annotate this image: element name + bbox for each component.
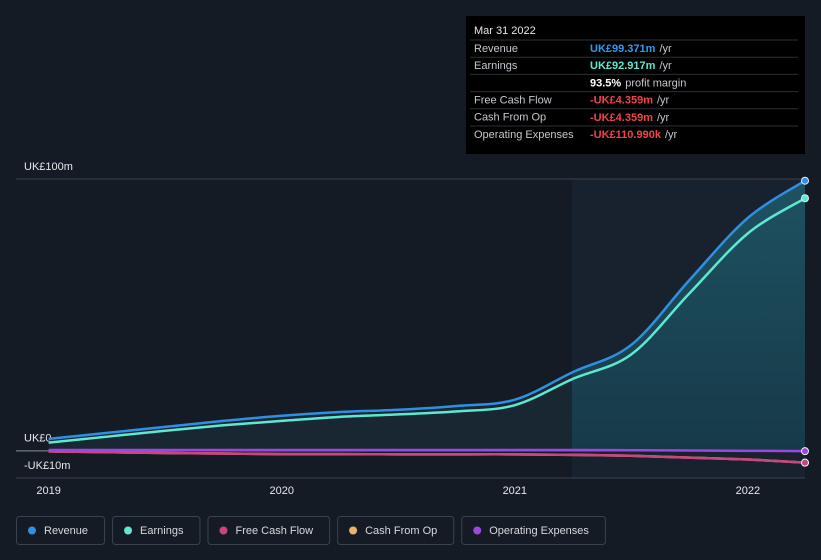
x-tick-label: 2019 xyxy=(36,485,60,497)
legend-swatch xyxy=(124,526,133,535)
x-tick-label: 2020 xyxy=(269,485,293,497)
legend-label: Cash From Op xyxy=(365,525,437,537)
legend-label: Revenue xyxy=(44,525,88,537)
legend-box xyxy=(461,516,606,545)
tooltip-unit: profit margin xyxy=(625,77,686,89)
series-line xyxy=(48,197,806,444)
legend-box xyxy=(337,516,455,545)
end-point xyxy=(801,176,809,185)
tooltip-box xyxy=(466,16,805,154)
legend-item[interactable]: Revenue xyxy=(16,516,106,545)
tooltip-value-text: -UK£4.359m xyxy=(590,112,653,124)
tooltip-label: Operating Expenses xyxy=(474,129,574,141)
tooltip-label: Earnings xyxy=(474,60,518,72)
legend-label: Operating Expenses xyxy=(489,525,589,537)
series-line xyxy=(48,179,806,441)
tooltip-value-text: UK£99.371m xyxy=(590,43,656,55)
series-line xyxy=(48,448,806,453)
tooltip-value-text: 93.5% xyxy=(590,77,621,89)
y-tick-label: UK£100m xyxy=(24,161,73,173)
tooltip-value-text: -UK£4.359m xyxy=(590,95,653,107)
legend-item[interactable]: Free Cash Flow xyxy=(207,516,331,545)
legend-swatch xyxy=(219,526,228,535)
x-tick-label: 2021 xyxy=(503,485,527,497)
tooltip-label: Cash From Op xyxy=(474,112,546,124)
y-tick-label: -UK£10m xyxy=(24,460,70,472)
legend-label: Earnings xyxy=(140,525,184,537)
legend-item[interactable]: Cash From Op xyxy=(337,516,455,545)
legend-item[interactable]: Operating Expenses xyxy=(461,516,606,545)
tooltip-value: 93.5% profit margin xyxy=(590,77,686,89)
x-tick-label: 2022 xyxy=(736,485,760,497)
legend-swatch xyxy=(349,526,358,535)
tooltip-value: -UK£110.990k/yr xyxy=(590,129,678,141)
tooltip-value-text: -UK£110.990k xyxy=(590,129,662,141)
legend-box xyxy=(207,516,331,545)
end-point xyxy=(801,194,809,203)
tooltip-value: -UK£4.359m/yr xyxy=(590,95,670,107)
tooltip-value-text: UK£92.917m xyxy=(590,60,656,72)
series-line xyxy=(48,450,806,464)
tooltip-title: Mar 31 2022 xyxy=(474,25,536,37)
legend-label: Free Cash Flow xyxy=(235,525,313,537)
tooltip-unit: /yr xyxy=(659,43,672,55)
tooltip-unit: /yr xyxy=(657,95,670,107)
y-tick-label: UK£0 xyxy=(24,433,52,445)
legend-item[interactable]: Earnings xyxy=(112,516,201,545)
tooltip-label: Revenue xyxy=(474,43,518,55)
legend-swatch xyxy=(473,526,482,535)
area-highlight xyxy=(571,180,805,451)
end-point xyxy=(801,458,809,467)
tooltip-value: -UK£4.359m/yr xyxy=(590,112,670,124)
legend-box xyxy=(16,516,106,545)
tooltip-label: Free Cash Flow xyxy=(474,95,552,107)
end-point xyxy=(801,447,809,456)
tooltip-unit: /yr xyxy=(657,112,670,124)
tooltip-value: UK£92.917m/yr xyxy=(590,60,672,72)
tooltip-value: UK£99.371m/yr xyxy=(590,43,672,55)
legend-box xyxy=(112,516,201,545)
legend-swatch xyxy=(28,526,36,535)
tooltip-unit: /yr xyxy=(659,60,672,72)
tooltip-unit: /yr xyxy=(665,129,678,141)
